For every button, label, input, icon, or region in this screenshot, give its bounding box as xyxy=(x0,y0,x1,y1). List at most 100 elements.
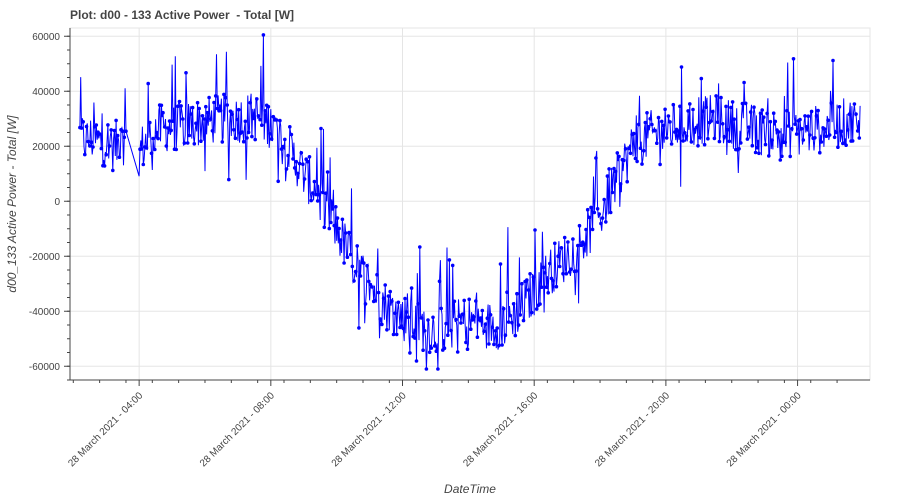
data-point xyxy=(676,129,680,133)
data-point xyxy=(505,290,509,295)
data-point xyxy=(618,182,623,186)
data-point xyxy=(739,141,743,145)
data-point xyxy=(808,133,812,137)
data-point xyxy=(139,147,144,151)
data-point xyxy=(148,120,152,125)
data-point xyxy=(783,140,787,145)
data-point xyxy=(645,111,649,115)
data-point xyxy=(770,138,774,142)
grid-lines xyxy=(69,27,871,381)
data-point xyxy=(664,136,669,140)
data-point xyxy=(156,136,160,141)
data-point xyxy=(427,350,432,355)
data-point xyxy=(791,57,796,61)
data-point xyxy=(691,107,695,112)
data-point xyxy=(385,328,389,332)
data-point xyxy=(699,76,704,81)
data-point xyxy=(467,297,472,302)
data-point xyxy=(607,167,611,171)
data-point xyxy=(605,174,610,178)
data-point xyxy=(174,147,178,152)
data-point xyxy=(760,108,764,112)
data-point xyxy=(673,130,677,134)
x-tick-label: 28 March 2021 - 12:00 xyxy=(330,390,409,469)
data-point xyxy=(574,269,578,273)
data-point xyxy=(515,291,519,296)
data-point xyxy=(232,128,236,132)
data-point xyxy=(587,215,592,220)
data-point xyxy=(715,120,720,124)
data-point xyxy=(832,135,837,140)
data-point xyxy=(520,281,524,286)
data-point xyxy=(235,117,239,122)
x-tick-label: 28 March 2021 - 20:00 xyxy=(593,390,672,469)
data-point xyxy=(97,132,102,136)
data-point xyxy=(798,117,802,122)
data-point xyxy=(719,95,723,100)
x-axis-title: DateTime xyxy=(444,482,496,496)
data-point xyxy=(740,101,745,106)
data-point xyxy=(648,117,652,121)
y-tick-label: -20000 xyxy=(29,252,61,263)
data-point xyxy=(418,245,422,249)
data-point xyxy=(814,114,819,118)
data-point xyxy=(367,279,371,284)
data-point xyxy=(732,117,736,121)
data-point xyxy=(227,177,231,182)
data-point xyxy=(554,284,559,289)
data-point xyxy=(409,286,414,290)
data-point xyxy=(478,316,483,320)
x-tick-label: 28 March 2021 - 04:00 xyxy=(66,390,145,469)
data-point xyxy=(339,238,343,242)
data-point xyxy=(309,198,314,203)
data-point xyxy=(508,313,513,318)
y-tick-label: -60000 xyxy=(29,362,61,373)
data-point xyxy=(258,117,262,122)
data-point xyxy=(151,136,155,141)
data-point xyxy=(801,138,806,142)
data-point xyxy=(352,279,356,283)
data-point xyxy=(702,142,707,147)
data-point xyxy=(720,122,725,126)
data-point xyxy=(786,124,791,128)
data-point xyxy=(633,156,638,161)
data-point xyxy=(281,144,286,149)
data-point xyxy=(311,191,315,195)
data-point xyxy=(709,119,713,123)
data-point xyxy=(529,310,534,315)
data-point xyxy=(375,272,379,277)
data-point xyxy=(852,102,857,106)
data-point xyxy=(197,106,201,111)
data-point xyxy=(79,126,84,130)
data-point xyxy=(439,306,444,311)
data-point xyxy=(763,142,768,147)
data-point xyxy=(414,359,419,363)
data-point xyxy=(750,143,755,148)
data-point xyxy=(381,296,386,301)
data-point xyxy=(104,152,108,157)
data-point xyxy=(755,145,759,150)
data-point xyxy=(487,342,491,346)
data-point xyxy=(386,294,391,298)
data-point xyxy=(299,151,304,155)
data-point xyxy=(711,109,715,114)
data-point xyxy=(785,108,789,113)
data-point xyxy=(337,226,341,231)
data-point xyxy=(566,240,570,244)
data-point xyxy=(449,328,453,333)
data-point xyxy=(268,132,272,136)
data-point xyxy=(109,128,113,132)
data-point xyxy=(544,285,549,290)
data-point xyxy=(436,367,440,371)
data-point xyxy=(81,120,85,124)
data-point xyxy=(279,147,284,151)
data-point xyxy=(562,235,567,240)
data-point xyxy=(194,121,198,126)
data-point xyxy=(284,167,289,171)
data-point xyxy=(149,151,154,156)
data-point xyxy=(89,140,94,144)
data-point xyxy=(678,104,682,109)
data-point xyxy=(208,117,213,121)
data-point xyxy=(854,112,858,116)
